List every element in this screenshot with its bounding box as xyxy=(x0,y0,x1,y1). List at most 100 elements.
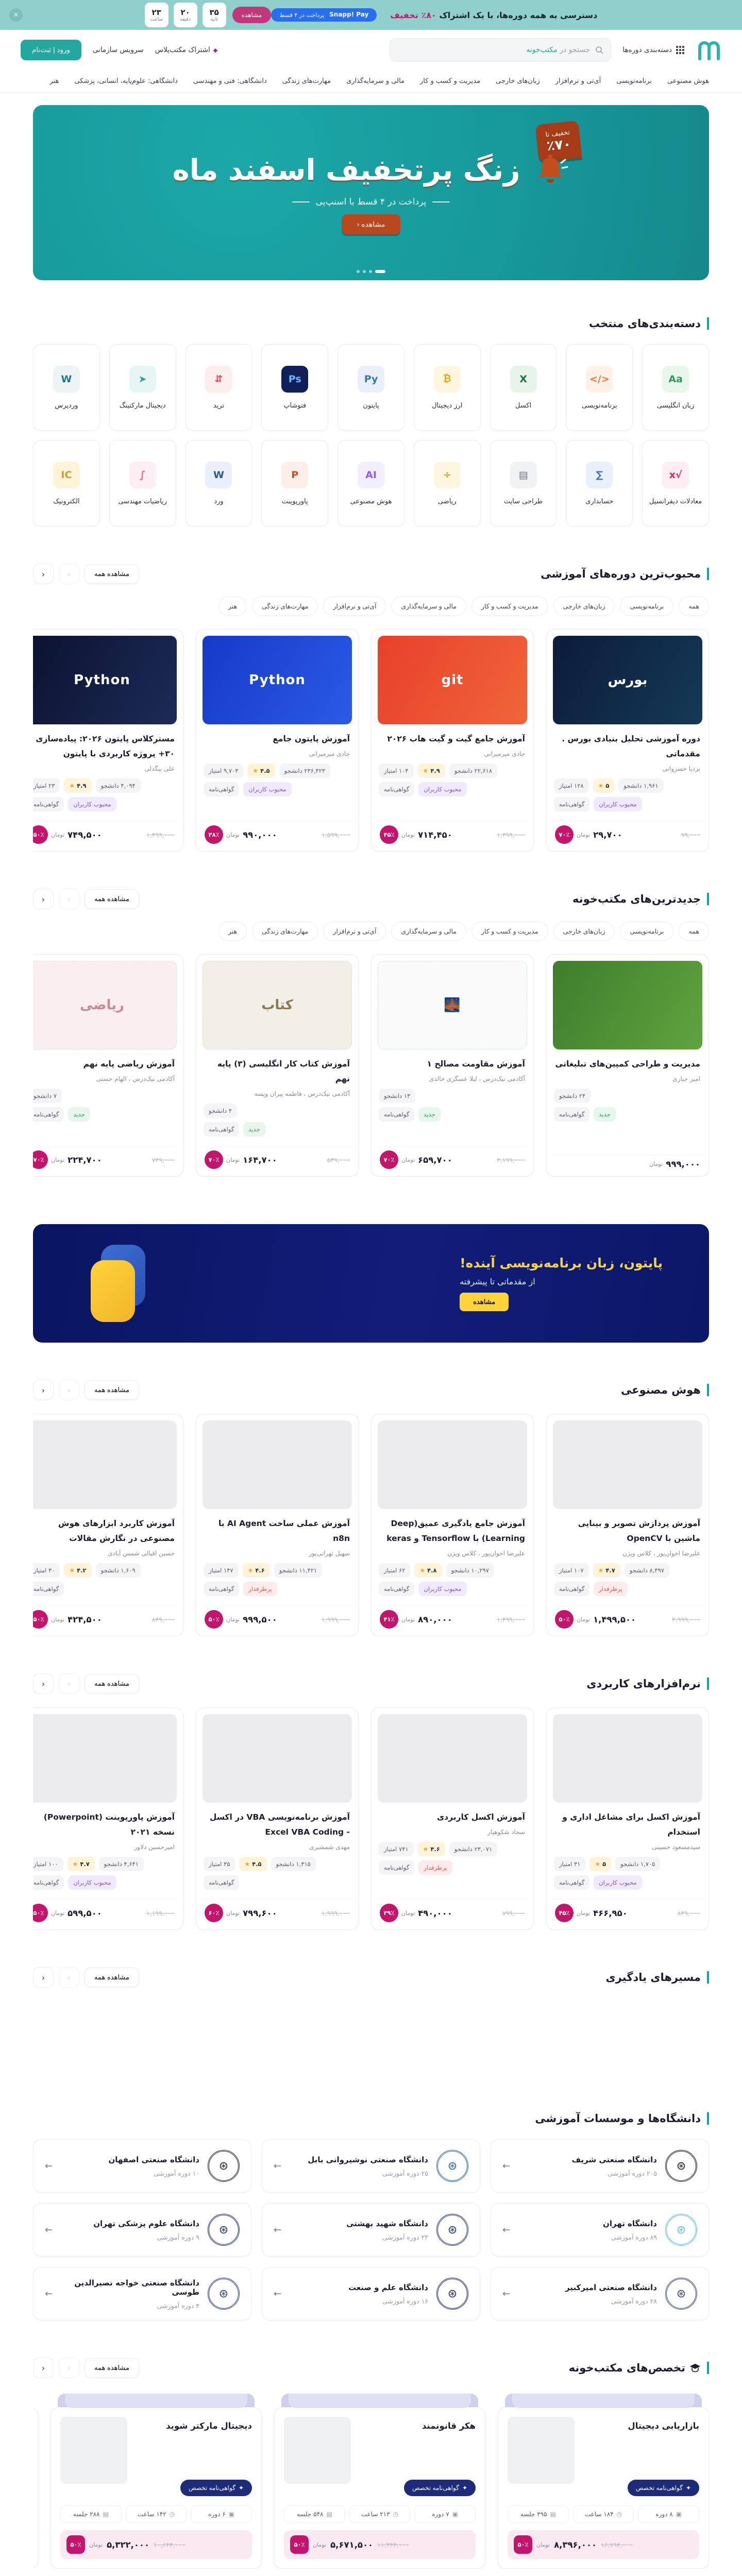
category-card[interactable]: W وردپرس xyxy=(33,344,100,431)
filter-pill[interactable]: آی‌تی و نرم‌افزار xyxy=(323,597,386,616)
category-card[interactable]: ₿ ارز دیجیتال xyxy=(413,344,481,431)
view-all-button[interactable]: مشاهده همه xyxy=(85,2358,139,2378)
university-card[interactable]: ⊛ دانشگاه صنعتی نوشیروانی بابل ۲۵ دوره آ… xyxy=(262,2139,480,2193)
filter-pill[interactable]: هنر xyxy=(218,597,247,616)
course-card[interactable]: بورس دوره آموزشی تحلیل بنیادی بورس . مقد… xyxy=(546,629,709,852)
carousel-prev-icon[interactable]: ‹ xyxy=(33,564,54,584)
python-banner-button[interactable]: مشاهده xyxy=(460,1293,509,1311)
course-card[interactable]: آموزش برنامه‌نویسی VBA در اکسل - Excel V… xyxy=(196,1707,359,1930)
category-card[interactable]: ÷ ریاضی xyxy=(413,440,481,527)
filter-pill[interactable]: همه xyxy=(679,922,709,941)
carousel-next-icon[interactable]: › xyxy=(59,1380,79,1400)
filter-pill[interactable]: همه xyxy=(679,597,709,616)
specialty-card[interactable]: هکر قانونمند ✦ گواهی‌نامه تخصص ▣ ۷ دوره ◷ ۲… xyxy=(274,2394,485,2569)
course-card[interactable]: Python مسترکلاس پایتون ۲۰۲۶: پیاده‌سازی … xyxy=(33,629,183,852)
carousel-prev-icon[interactable]: ‹ xyxy=(33,1673,54,1694)
hero-carousel-dots[interactable] xyxy=(357,270,385,273)
filter-pill[interactable]: مالی و سرمایه‌گذاری xyxy=(391,597,466,616)
carousel-prev-icon[interactable]: ‹ xyxy=(33,1967,54,1988)
filter-pill[interactable]: زبان‌های خارجی xyxy=(553,597,615,616)
university-card[interactable]: ⊛ دانشگاه صنعتی امیرکبیر ۲۸ دوره آموزشی … xyxy=(491,2267,709,2320)
carousel-next-icon[interactable]: › xyxy=(59,564,79,584)
university-card[interactable]: ⊛ دانشگاه صنعتی خواجه نصیرالدین طوسی ۴ د… xyxy=(33,2267,251,2320)
carousel-next-icon[interactable]: › xyxy=(59,2358,79,2378)
carousel-prev-icon[interactable]: ‹ xyxy=(33,2358,54,2378)
filter-pill[interactable]: مهارت‌های زندگی xyxy=(252,922,318,941)
carousel-next-icon[interactable]: › xyxy=(59,1967,79,1988)
filter-pill[interactable]: برنامه‌نویسی xyxy=(620,922,674,941)
category-card[interactable]: Ps فتوشاپ xyxy=(261,344,329,431)
filter-pill[interactable]: مالی و سرمایه‌گذاری xyxy=(391,922,466,941)
carousel-next-icon[interactable]: › xyxy=(59,889,79,909)
specialty-certificate-button[interactable]: ✦ گواهی‌نامه تخصص xyxy=(403,2480,476,2496)
course-card[interactable]: آموزش کاربرد ابزارهای هوش مصنوعی در نگار… xyxy=(33,1414,183,1636)
nav-item[interactable]: برنامه‌نویسی xyxy=(616,77,652,85)
university-card[interactable]: ⊛ دانشگاه علم و صنعت ۱۶ دوره آموزشی ← xyxy=(262,2267,480,2320)
course-card[interactable]: آموزش اکسل برای مشاغل اداری و استخدام سی… xyxy=(546,1707,709,1930)
category-card[interactable]: IC الکترونیک xyxy=(33,440,100,527)
nav-item[interactable]: زبان‌های خارجی xyxy=(496,77,540,85)
university-card[interactable]: ⊛ دانشگاه تهران ۸۹ دوره آموزشی ← xyxy=(491,2203,709,2257)
filter-pill[interactable]: هنر xyxy=(218,922,247,941)
course-card[interactable]: آموزش اکسل کاربردی سجاد شکوهیار ۲۳,۰۷۱ د… xyxy=(371,1707,534,1930)
nav-item[interactable]: مدیریت و کسب و کار xyxy=(420,77,481,85)
category-card[interactable]: X اکسل xyxy=(490,344,557,431)
carousel-prev-icon[interactable]: ‹ xyxy=(33,1380,54,1400)
filter-pill[interactable]: مدیریت و کسب و کار xyxy=(471,597,548,616)
login-signup-button[interactable]: ورود | ثبت‌نام xyxy=(21,40,81,60)
category-card[interactable]: W ورد xyxy=(185,440,252,527)
course-card[interactable]: مدیریت و طراحی کمپین‌های تبلیغاتی امیر ج… xyxy=(546,954,709,1177)
category-card[interactable]: Py پایتون xyxy=(338,344,404,431)
nav-item[interactable]: هنر xyxy=(49,77,59,85)
carousel-prev-icon[interactable]: ‹ xyxy=(33,889,54,909)
university-card[interactable]: ⊛ دانشگاه علوم پزشکی تهران ۹ دوره آموزشی… xyxy=(33,2203,251,2257)
view-all-button[interactable]: مشاهده همه xyxy=(85,1968,139,1987)
course-card[interactable]: آموزش عملی ساخت AI Agent با n8n سهیل تهر… xyxy=(196,1414,359,1636)
hero-banner[interactable]: تخفیف تا ٪۷۰ زنگ پرتخفیف اسفند ماه پرداخ… xyxy=(33,105,709,280)
course-card[interactable]: کتاب آموزش کتاب کار انگلیسی (۳) پایه نهم… xyxy=(196,954,359,1177)
view-all-button[interactable]: مشاهده همه xyxy=(85,564,139,584)
filter-pill[interactable]: مدیریت و کسب و کار xyxy=(471,922,548,941)
search-input[interactable]: جستجو در مکتب‌خونه xyxy=(390,38,612,62)
university-card[interactable]: ⊛ دانشگاه صنعتی اصفهان ۱۰ دوره آموزشی ← xyxy=(33,2139,251,2193)
university-card[interactable]: ⊛ دانشگاه صنعتی شریف ۲۰۵ دوره آموزشی ← xyxy=(491,2139,709,2193)
course-card[interactable]: آموزش جامع یادگیری عمیق(Deep Learning) ب… xyxy=(371,1414,534,1636)
course-card[interactable]: 🌉 آموزش مقاومت مصالح ۱ آکادمی نیک‌درس ، … xyxy=(371,954,534,1177)
category-card[interactable]: ⇵ ترید xyxy=(185,344,252,431)
course-card[interactable]: آموزش پاورپوینت (Powerpoint) نسخه ۲۰۲۱ ا… xyxy=(33,1707,183,1930)
category-card[interactable]: Aa زبان انگلیسی xyxy=(642,344,709,431)
category-card[interactable]: ∑ حسابداری xyxy=(566,440,633,527)
specialty-certificate-button[interactable]: ✦ گواهی‌نامه تخصص xyxy=(180,2480,252,2496)
view-all-button[interactable]: مشاهده همه xyxy=(85,1380,139,1400)
course-card[interactable]: آموزش پردازش تصویر و بینایی ماشین با Ope… xyxy=(546,1414,709,1636)
nav-item[interactable]: مالی و سرمایه‌گذاری xyxy=(346,77,405,85)
category-card[interactable]: </> برنامه‌نویسی xyxy=(566,344,633,431)
nav-item[interactable]: هوش مصنوعی xyxy=(667,77,709,85)
category-card[interactable]: ➤ دیجیتال مارکتینگ xyxy=(109,344,176,431)
categories-menu-button[interactable]: دسته‌بندی دوره‌ها xyxy=(622,46,684,54)
specialty-certificate-button[interactable]: ✦ گواهی‌نامه تخصص xyxy=(627,2480,699,2496)
view-all-button[interactable]: مشاهده همه xyxy=(85,1674,139,1693)
maktabplus-link[interactable]: ◆ اشتراک مکتب‌پلاس xyxy=(155,46,218,54)
filter-pill[interactable]: آی‌تی و نرم‌افزار xyxy=(323,922,386,941)
maktabkhooneh-logo[interactable] xyxy=(696,37,721,63)
course-card[interactable]: git آموزش جامع گیت و گیت هاب ۲۰۲۶ جادی م… xyxy=(371,629,534,852)
filter-pill[interactable]: مهارت‌های زندگی xyxy=(252,597,318,616)
course-card[interactable]: Python آموزش پایتون جامع جادی میرمیرانی … xyxy=(196,629,359,852)
course-card[interactable]: ریاضی آموزش ریاضی پایه نهم آکادمی نیک‌در… xyxy=(33,954,183,1177)
category-card[interactable]: √x معادلات دیفرانسیل xyxy=(642,440,709,527)
specialty-card[interactable]: دیجیتال مارکتر شوید ✦ گواهی‌نامه تخصص ▣ ۶ … xyxy=(50,2394,262,2569)
close-icon[interactable]: ✕ xyxy=(9,8,23,22)
nav-item[interactable]: دانشگاهی: علوم‌پایه، انسانی، پزشکی xyxy=(74,77,178,85)
nav-item[interactable]: دانشگاهی: فنی و مهندسی xyxy=(193,77,267,85)
python-promo-banner[interactable]: پایتون، زبان برنامه‌نویسی آینده! از مقدم… xyxy=(33,1224,709,1343)
hero-view-button[interactable]: مشاهده ‹ xyxy=(341,214,401,234)
carousel-next-icon[interactable]: › xyxy=(59,1673,79,1694)
nav-item[interactable]: آی‌تی و نرم‌افزار xyxy=(555,77,601,85)
nav-item[interactable]: مهارت‌های زندگی xyxy=(282,77,331,85)
category-card[interactable]: P پاورپوینت xyxy=(261,440,329,527)
view-all-button[interactable]: مشاهده همه xyxy=(85,889,139,909)
specialty-card[interactable]: ✦گواهی‌نامه تخصص ▣۷ دوره تومان ۵۰٪ xyxy=(33,2394,38,2569)
specialty-card[interactable]: بازاریابی دیجیتال ✦ گواهی‌نامه تخصص ▣ ۸ دو… xyxy=(498,2394,709,2569)
org-service-link[interactable]: سرویس سازمانی xyxy=(92,46,144,54)
